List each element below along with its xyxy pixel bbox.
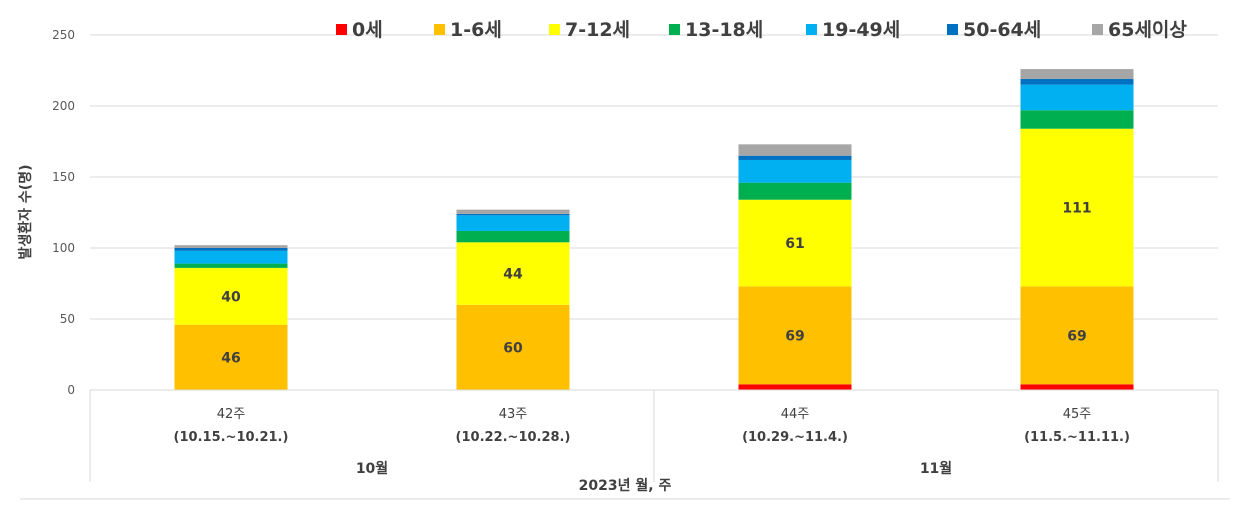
bar-segment	[456, 242, 570, 305]
data-label: 60	[503, 340, 523, 356]
x-tick-label: 45주	[1063, 407, 1092, 422]
bar-segment	[174, 245, 288, 248]
x-tick-sublabel: (11.5.~11.11.)	[1024, 430, 1130, 445]
legend-swatch	[434, 24, 445, 35]
legend-swatch	[549, 24, 560, 35]
data-label: 69	[1067, 328, 1086, 344]
legend-swatch	[669, 24, 680, 35]
legend-swatch	[947, 24, 958, 35]
data-label: 111	[1062, 201, 1091, 217]
bar-segment	[174, 324, 288, 390]
bar-segment	[1020, 79, 1134, 85]
bar-segment	[1020, 110, 1134, 129]
bar-segment	[456, 230, 570, 243]
bar-segment	[1020, 84, 1134, 111]
legend-label: 1-6세	[450, 19, 502, 41]
legend: 0세 1-6세 7-12세 13-18세 19-49세 50-64세 65세이상	[336, 19, 1187, 41]
bar-segment	[174, 267, 288, 325]
data-label: 46	[221, 350, 240, 366]
bar-segment	[456, 304, 570, 390]
legend-label: 7-12세	[565, 19, 630, 41]
bar-segment	[738, 182, 852, 200]
x-group-label: 11월	[920, 460, 952, 477]
x-tick-sublabel: (10.22.~10.28.)	[456, 430, 571, 445]
y-tick-label: 0	[67, 383, 75, 397]
bar-segment	[738, 155, 852, 160]
legend-label: 65세이상	[1108, 19, 1187, 41]
y-tick-label: 50	[60, 312, 75, 326]
legend-swatch	[1092, 24, 1103, 35]
bar-segment	[456, 209, 570, 214]
bar-segment	[1020, 286, 1134, 385]
legend-label: 0세	[352, 19, 383, 41]
x-tick-label: 42주	[217, 407, 246, 422]
bar-segment	[174, 263, 288, 268]
data-label: 69	[785, 328, 804, 344]
legend-label: 50-64세	[963, 19, 1041, 41]
bar-segment	[1020, 69, 1134, 80]
y-tick-label: 100	[52, 241, 75, 255]
x-group-label: 10월	[356, 460, 388, 477]
y-tick-label: 250	[52, 28, 75, 42]
y-axis-label: 발생환자 수(명)	[17, 165, 34, 260]
data-label: 40	[221, 289, 241, 305]
legend-swatch	[806, 24, 817, 35]
y-axis-ticks: 0 50 100 150 200 250	[52, 28, 75, 397]
y-tick-label: 150	[52, 170, 75, 184]
bar-segment	[738, 159, 852, 183]
bar-segment	[174, 250, 288, 264]
legend-label: 19-49세	[822, 19, 900, 41]
bar-segment	[738, 199, 852, 287]
y-tick-label: 200	[52, 99, 75, 113]
x-tick-label: 44주	[781, 407, 810, 422]
bar-segment	[1020, 384, 1134, 390]
x-axis: 42주 (10.15.~10.21.) 43주 (10.22.~10.28.) 44주 (…	[20, 389, 1230, 500]
bars	[174, 69, 1134, 390]
bar-segment	[738, 144, 852, 156]
data-label: 61	[785, 236, 804, 252]
legend-swatch	[336, 24, 347, 35]
x-tick-label: 43주	[499, 407, 528, 422]
x-axis-label: 2023년 월, 주	[579, 477, 672, 494]
bar-segment	[456, 215, 570, 231]
bar-segment	[1020, 128, 1134, 287]
x-tick-sublabel: (10.15.~10.21.)	[174, 430, 289, 445]
data-label: 44	[503, 267, 523, 283]
bar-segment	[174, 248, 288, 251]
bar-segment	[738, 384, 852, 390]
legend-label: 13-18세	[685, 19, 763, 41]
x-tick-sublabel: (10.29.~11.4.)	[742, 430, 848, 445]
data-labels: 46 40 60 44 69 61 69 111	[221, 201, 1091, 367]
bar-segment	[738, 286, 852, 385]
bar-segment	[456, 213, 570, 216]
